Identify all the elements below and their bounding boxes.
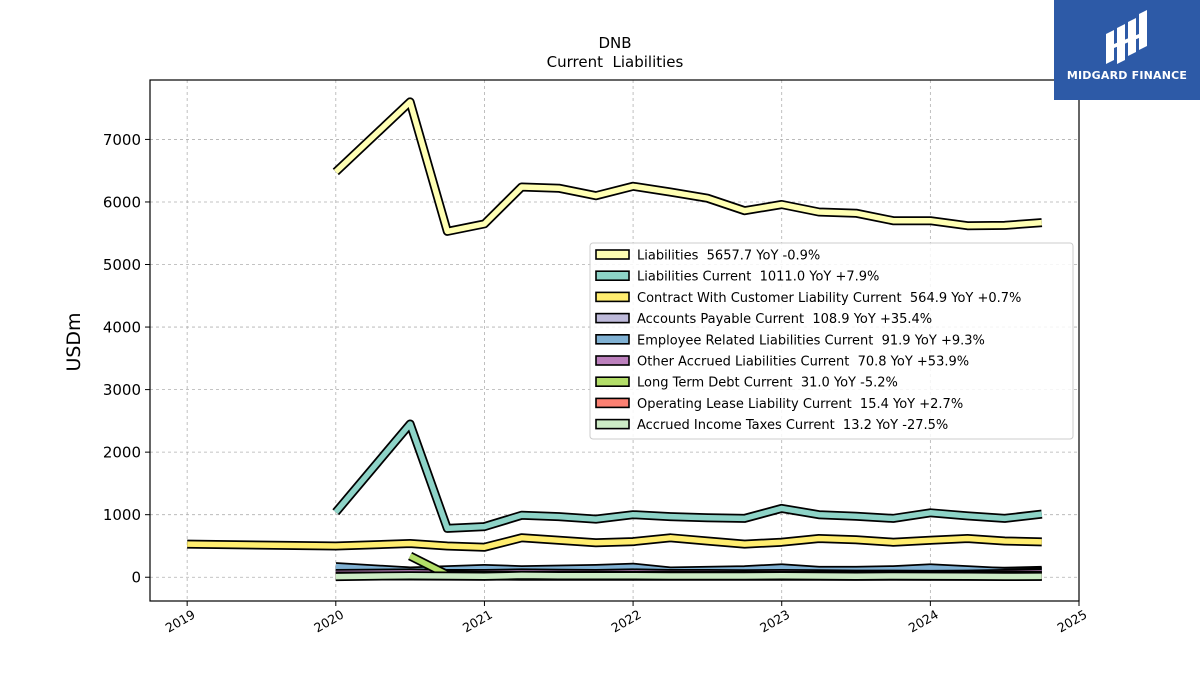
series-line: [333, 99, 1043, 235]
y-tick-label: 1000: [103, 506, 141, 524]
x-tick-label: 2024: [906, 607, 941, 636]
x-tick-label: 2022: [609, 607, 644, 636]
plot-area: 0 1000 2000 3000 4000 5000 6000 7000 2019 2020 202…: [103, 79, 1090, 636]
y-tick-label: 0: [131, 569, 141, 587]
legend-label: Contract With Customer Liability Current…: [637, 291, 1021, 306]
plot-frame: [149, 79, 1080, 602]
legend-label: Other Accrued Liabilities Current 70.8 Y…: [637, 355, 969, 370]
x-tick-label: 2020: [311, 607, 346, 636]
legend-swatch: [595, 312, 630, 324]
legend-swatch: [595, 376, 630, 388]
legend-swatch: [595, 291, 630, 303]
legend-label: Liabilities 5657.7 YoY -0.9%: [637, 249, 820, 264]
y-tick-label: 5000: [103, 256, 141, 274]
legend-swatch: [595, 355, 630, 366]
brand-logo-icon: [1106, 10, 1147, 64]
y-tick-label: 3000: [103, 381, 141, 399]
legend-label: Liabilities Current 1011.0 YoY +7.9%: [637, 270, 879, 285]
chart-title: DNB: [598, 34, 631, 52]
legend-box: [589, 242, 1074, 440]
x-tick-label: 2019: [163, 607, 198, 636]
y-axis-label: USDm: [63, 312, 85, 371]
brand-logo: MIDGARD FINANCE: [1054, 0, 1200, 100]
y-tick-label: 7000: [103, 131, 141, 149]
legend-label: Operating Lease Liability Current 15.4 Y…: [637, 397, 963, 412]
legend-swatch: [595, 249, 630, 260]
legend-label: Accounts Payable Current 108.9 YoY +35.4…: [637, 312, 932, 327]
legend-swatch: [595, 333, 630, 345]
legend-swatch: [595, 270, 630, 282]
series-line: [335, 572, 1042, 580]
x-tick-label: 2023: [757, 607, 792, 636]
series-line: [333, 421, 1043, 532]
series-line: [187, 535, 1042, 550]
y-tick-label: 4000: [103, 319, 141, 337]
legend-swatch: [595, 397, 630, 409]
y-tick-label: 2000: [103, 444, 141, 462]
legend-swatch: [595, 418, 630, 430]
legend-label: Employee Related Liabilities Current 91.…: [637, 333, 985, 348]
chart-subtitle: Current Liabilities: [547, 53, 684, 71]
brand-name: MIDGARD FINANCE: [1066, 69, 1188, 82]
y-tick-label: 6000: [103, 193, 141, 211]
x-tick-label: 2021: [460, 607, 495, 636]
legend-label: Accrued Income Taxes Current 13.2 YoY -2…: [637, 418, 948, 433]
x-tick-label: 2025: [1054, 607, 1089, 636]
legend-label: Long Term Debt Current 31.0 YoY -5.2%: [637, 376, 898, 391]
